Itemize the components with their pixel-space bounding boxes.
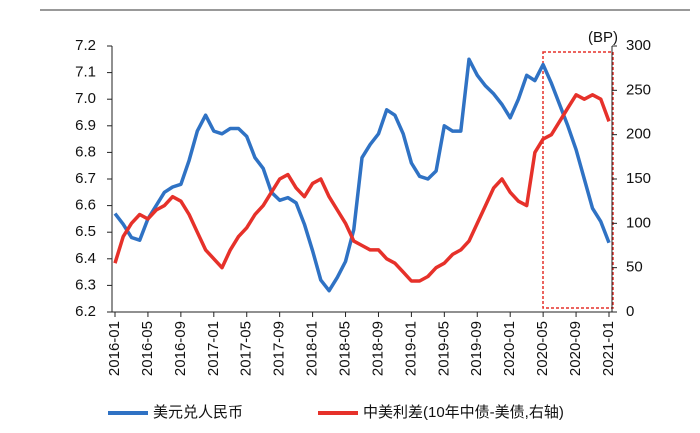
x-tick-label: 2020-01 [501,321,518,376]
y2-tick-label: 250 [626,81,651,98]
y2-tick-label: 100 [626,214,651,231]
legend-label: 中美利差(10年中债-美债,右轴) [363,404,564,421]
highlight-box [542,51,614,309]
x-tick-label: 2019-01 [402,321,419,376]
y2-tick-label: 200 [626,126,651,143]
x-tick-label: 2018-09 [369,321,386,376]
x-tick-label: 2020-09 [567,321,584,376]
y2-tick-label: 300 [626,37,651,54]
y-tick-label: 6.8 [75,143,96,160]
x-tick-label: 2019-05 [435,321,452,376]
y-tick-label: 6.4 [75,250,96,267]
x-tick-label: 2021-01 [600,321,617,376]
x-tick-label: 2016-05 [139,321,156,376]
y-tick-label: 6.3 [75,276,96,293]
y-tick-label: 7.2 [75,37,96,54]
x-tick-label: 2016-01 [106,321,123,376]
x-tick-label: 2017-09 [271,321,288,376]
x-tick-label: 2017-01 [205,321,222,376]
y-tick-label: 7.1 [75,64,96,81]
x-tick-label: 2017-05 [238,321,255,376]
y-tick-label: 6.2 [75,303,96,320]
y2-tick-label: 150 [626,170,651,187]
y2-tick-label: 0 [626,303,634,320]
y-tick-label: 6.6 [75,197,96,214]
y-tick-label: 6.9 [75,117,96,134]
x-tick-label: 2019-09 [468,321,485,376]
y2-unit: (BP) [588,29,618,46]
x-tick-label: 2016-09 [172,321,189,376]
x-tick-label: 2018-01 [304,321,321,376]
x-tick-label: 2020-05 [534,321,551,376]
x-tick-label: 2018-05 [337,321,354,376]
y-tick-label: 6.5 [75,223,96,240]
y2-tick-label: 50 [626,259,643,276]
legend-label: 美元兑人民币 [153,404,243,421]
y-tick-label: 7.0 [75,90,96,107]
series-line [113,93,611,283]
y-tick-label: 6.7 [75,170,96,187]
series-line [113,57,611,293]
